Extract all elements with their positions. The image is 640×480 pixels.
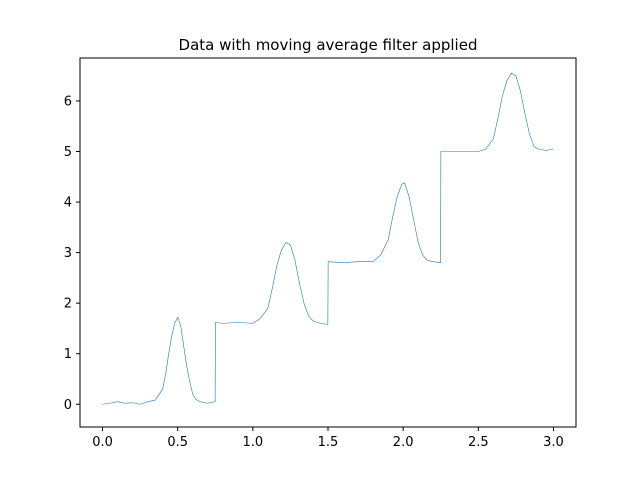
series-line: [102, 72, 554, 405]
y-tick-label: 5: [64, 145, 72, 160]
series-layer: [102, 72, 554, 405]
plot-background: [80, 58, 576, 427]
y-tick-label: 1: [64, 347, 72, 362]
chart-title: Data with moving average filter applied: [179, 36, 478, 54]
y-tick-label: 2: [64, 297, 72, 312]
y-axis-ticks: 0 1 2 3 4 5 6: [64, 94, 80, 413]
x-axis-ticks: 0.0 0.5 1.0 1.5 2.0 2.5 3.0: [92, 427, 564, 450]
x-tick-label: 3.0: [543, 435, 564, 450]
x-tick-label: 1.0: [243, 435, 264, 450]
y-tick-label: 4: [64, 196, 72, 211]
x-tick-label: 2.5: [468, 435, 489, 450]
plot-frame: [79, 57, 577, 428]
x-tick-label: 0.0: [92, 435, 113, 450]
y-tick-label: 6: [64, 94, 72, 109]
x-tick-label: 0.5: [167, 435, 188, 450]
x-tick-label: 2.0: [393, 435, 414, 450]
y-tick-label: 0: [64, 398, 72, 413]
x-tick-label: 1.5: [318, 435, 339, 450]
y-tick-label: 3: [64, 246, 72, 261]
